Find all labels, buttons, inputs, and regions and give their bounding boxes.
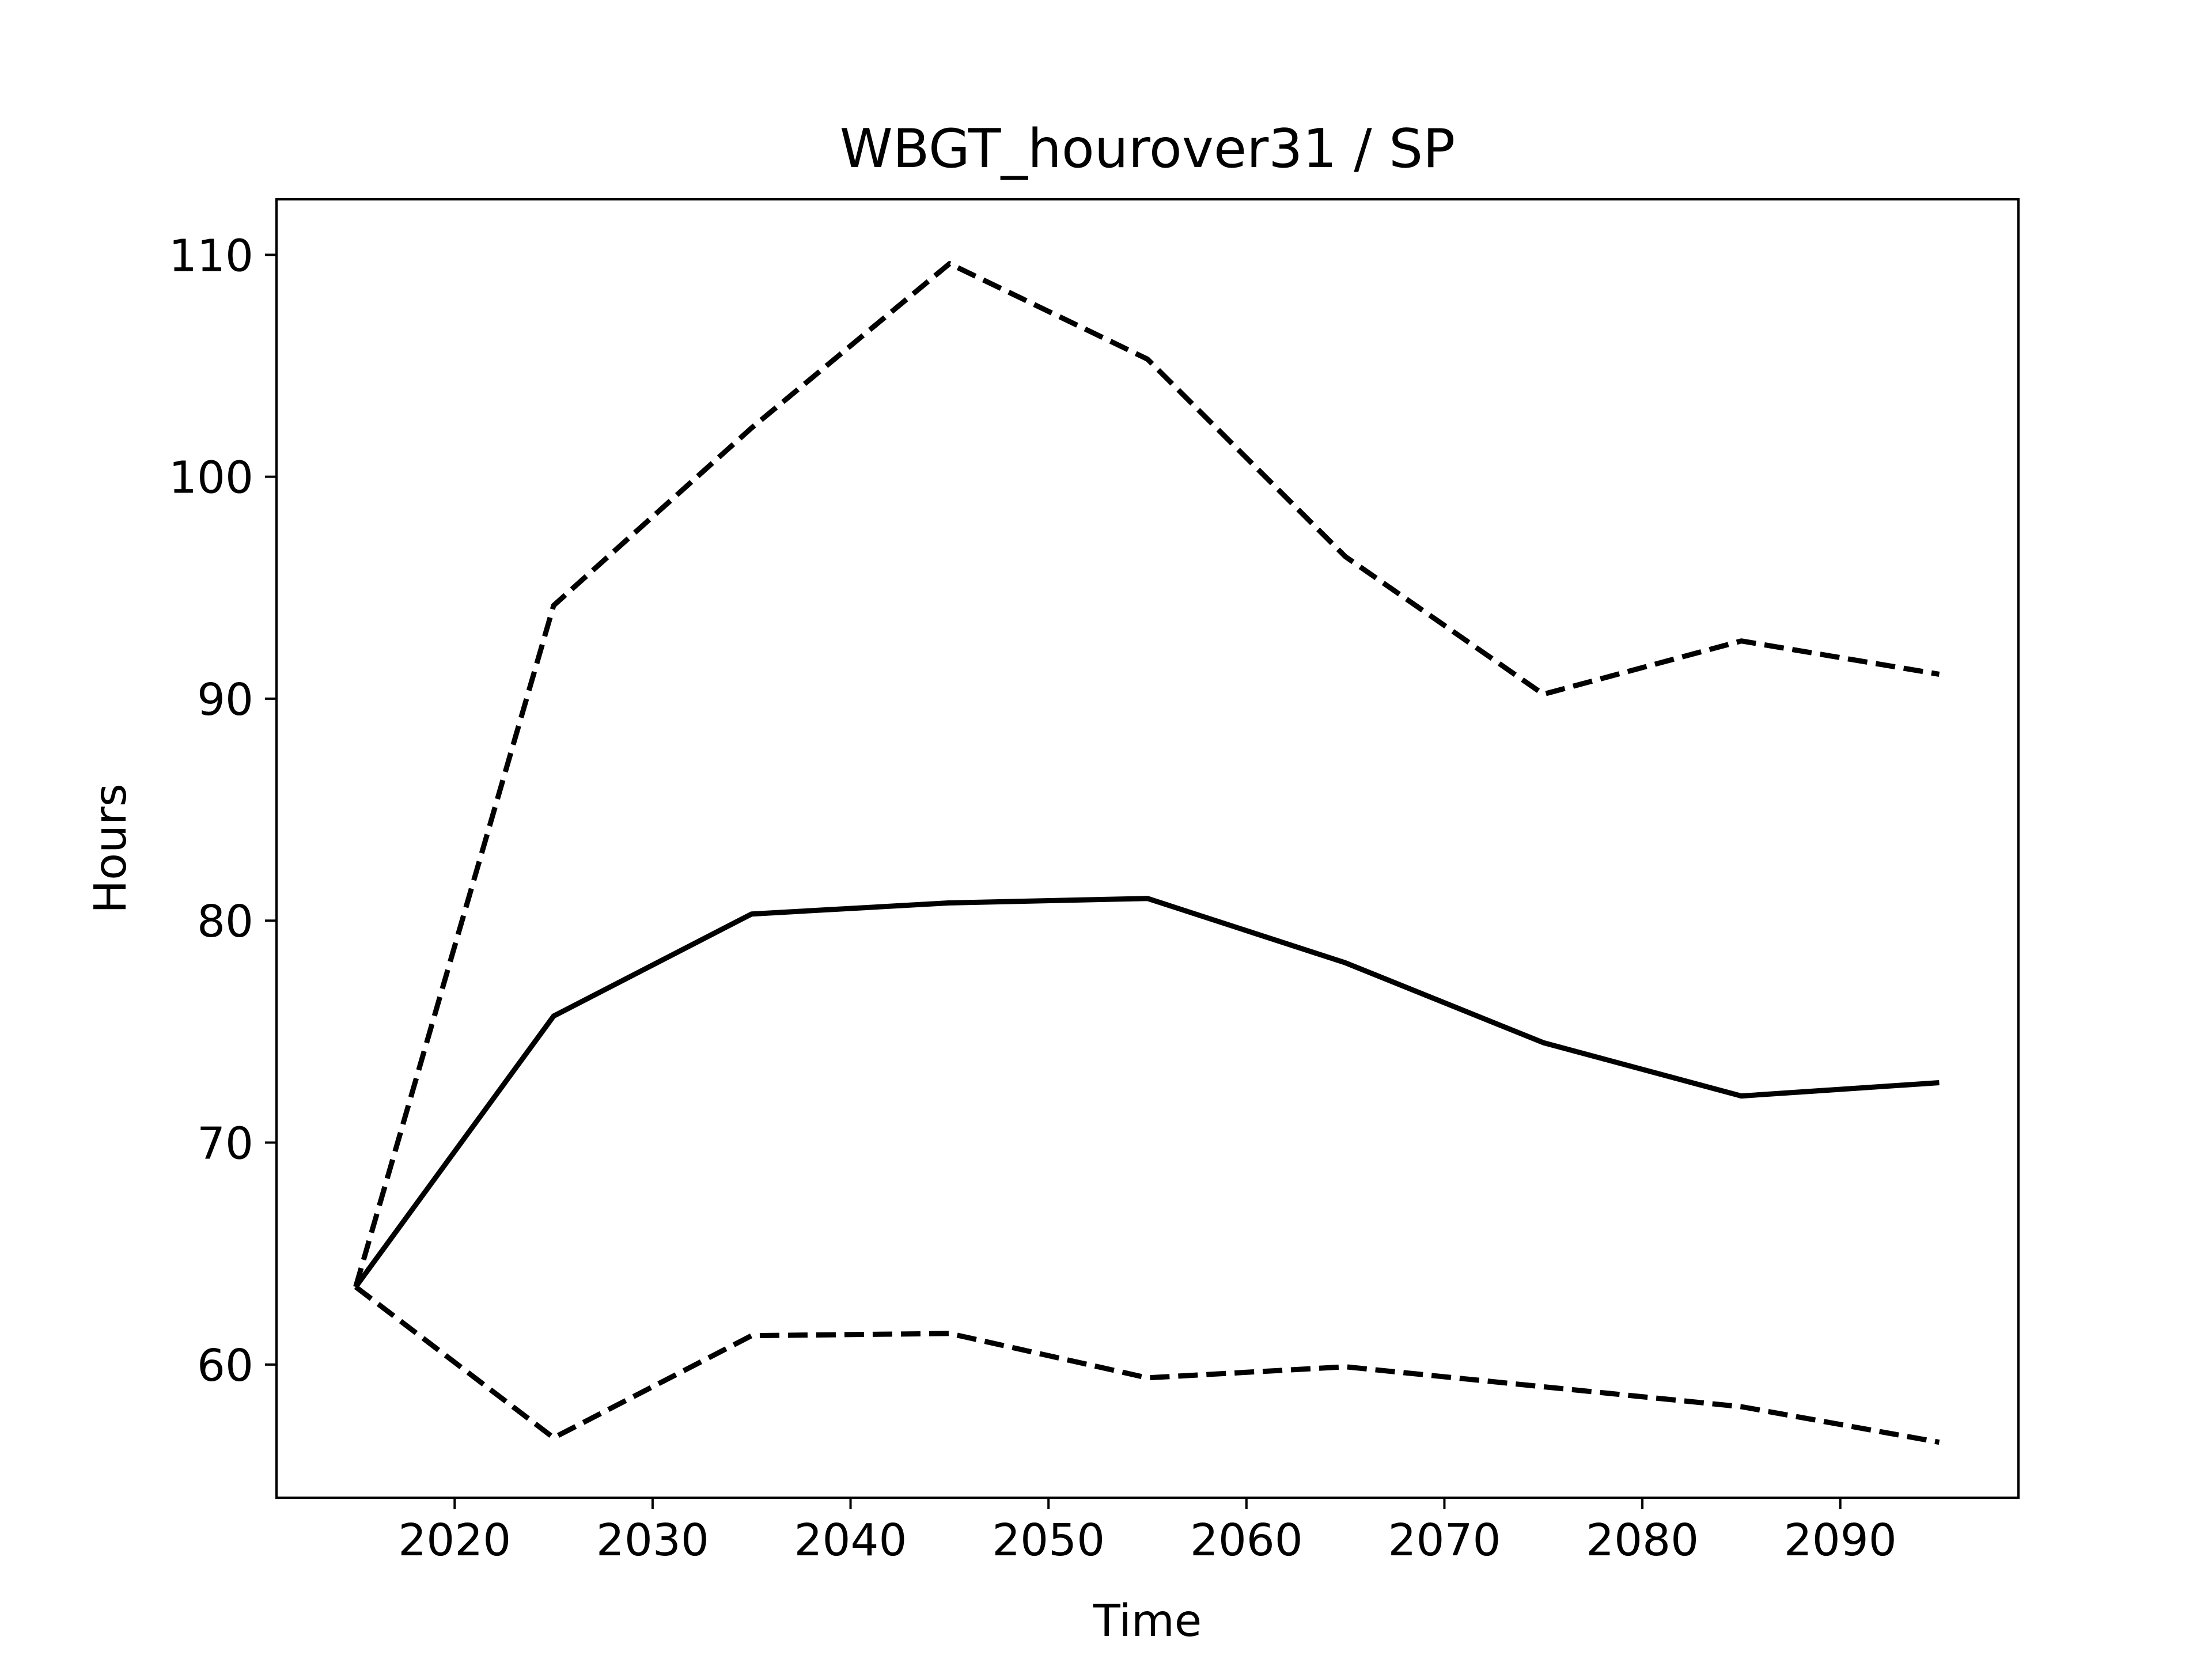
y-tick-label-100: 100	[169, 453, 253, 504]
y-tick-label-80: 80	[197, 896, 253, 948]
y-tick-label-90: 90	[197, 675, 253, 726]
x-tick-label-2070: 2070	[1388, 1515, 1501, 1566]
x-tick-label-2030: 2030	[596, 1515, 709, 1566]
y-axis-label: Hours	[85, 783, 137, 914]
x-tick-label-2080: 2080	[1586, 1515, 1699, 1566]
x-tick-label-2020: 2020	[398, 1515, 511, 1566]
series-layer	[353, 261, 1940, 1445]
plot-area-frame	[275, 198, 2020, 1499]
x-axis-ticks: 2020 2030 2040 2050 2060 2070 2080 2090	[398, 1498, 1897, 1566]
x-tick-label-2090: 2090	[1784, 1515, 1897, 1566]
y-tick-label-110: 110	[169, 230, 253, 282]
series-line-upper-bound	[353, 261, 1940, 1288]
series-line-lower-bound	[354, 1285, 1940, 1445]
x-tick-label-2050: 2050	[992, 1515, 1105, 1566]
x-tick-label-2060: 2060	[1190, 1515, 1303, 1566]
y-tick-label-60: 60	[197, 1340, 253, 1392]
y-tick-label-70: 70	[197, 1119, 253, 1170]
chart-title: WBGT_hourover31 / SP	[840, 118, 1455, 180]
x-tick-label-2040: 2040	[794, 1515, 907, 1566]
x-axis-label: Time	[1093, 1596, 1202, 1647]
y-axis-ticks: 60 70 80 90 100 110	[169, 230, 276, 1392]
series-line-mean	[353, 896, 1940, 1289]
